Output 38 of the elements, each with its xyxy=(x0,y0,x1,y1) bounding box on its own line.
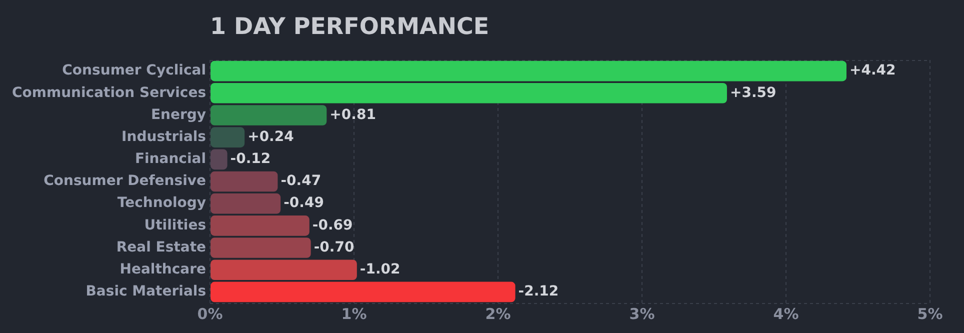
bar xyxy=(210,105,327,126)
data-label: +4.42 xyxy=(849,62,896,79)
y-tick-label: Communication Services xyxy=(12,84,206,101)
bar xyxy=(210,193,281,214)
bar xyxy=(210,60,846,82)
y-tick-label: Technology xyxy=(117,195,206,212)
y-tick-label: Basic Materials xyxy=(86,284,206,300)
bar xyxy=(210,260,357,280)
data-label: -0.47 xyxy=(280,173,322,190)
data-label: -1.02 xyxy=(360,262,400,278)
y-tick-label: Real Estate xyxy=(116,239,206,256)
bar xyxy=(210,82,727,104)
data-label: +0.81 xyxy=(330,106,376,123)
x-tick-label: 0% xyxy=(197,304,223,323)
x-tick-label: 2% xyxy=(485,304,511,323)
data-label: -0.69 xyxy=(312,217,353,234)
y-tick-label: Consumer Cyclical xyxy=(62,62,206,79)
y-tick-label: Consumer Defensive xyxy=(44,173,206,190)
bar xyxy=(210,282,516,302)
bar xyxy=(210,127,245,148)
x-tick-label: 5% xyxy=(917,304,943,323)
y-tick-label: Healthcare xyxy=(120,262,206,278)
bar xyxy=(210,149,228,170)
data-label: +0.24 xyxy=(248,128,294,145)
bar xyxy=(210,171,278,192)
y-tick-label: Financial xyxy=(134,151,206,168)
data-label: -0.49 xyxy=(284,195,324,212)
y-tick-label: Energy xyxy=(150,106,206,123)
data-label: -0.70 xyxy=(314,239,354,256)
chart-title: 1 DAY PERFORMANCE xyxy=(210,14,490,40)
data-label: -2.12 xyxy=(518,284,559,300)
data-label: -0.12 xyxy=(230,151,271,168)
y-tick-label: Utilities xyxy=(144,217,206,234)
x-tick-label: 4% xyxy=(773,304,799,323)
x-tick-label: 1% xyxy=(341,304,367,323)
data-label: +3.59 xyxy=(730,84,776,101)
y-tick-label: Industrials xyxy=(122,128,206,145)
x-tick-label: 3% xyxy=(629,304,655,323)
